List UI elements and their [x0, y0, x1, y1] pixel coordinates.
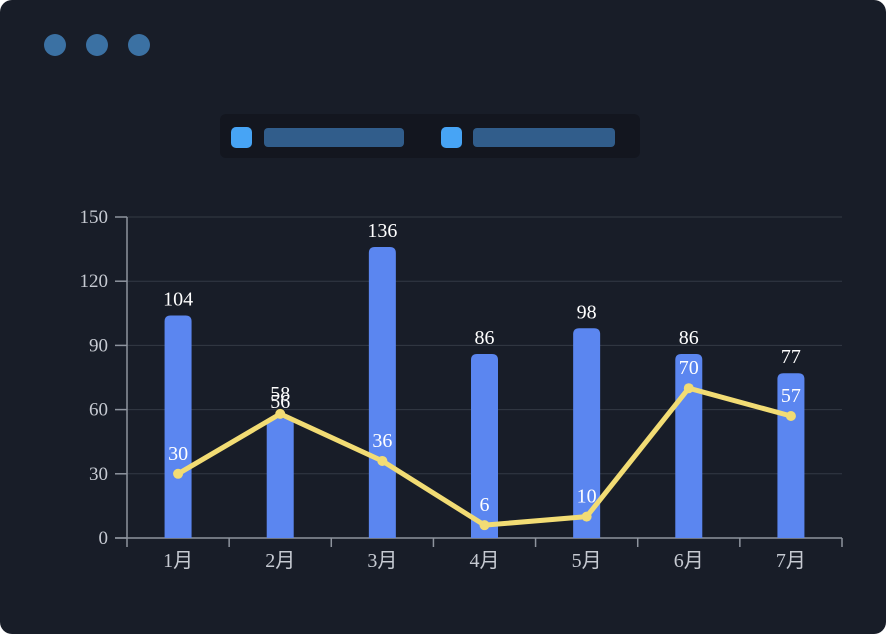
legend-label-line-redacted[interactable]: [473, 128, 615, 147]
line-point-7月: [785, 411, 796, 422]
bar-value-label-3月: 136: [367, 220, 397, 242]
line-point-4月: [479, 520, 490, 531]
y-tick-label-0: 0: [99, 528, 109, 549]
x-axis-label-3月: 3月: [367, 550, 397, 572]
bar-value-label-7月: 77: [781, 346, 801, 368]
window-controls: [44, 34, 150, 56]
bar-value-label-5月: 98: [577, 301, 597, 323]
line-point-3月: [377, 455, 388, 466]
x-axis-label-5月: 5月: [572, 550, 602, 572]
bar-value-label-1月: 104: [163, 288, 193, 310]
x-axis-label-2月: 2月: [265, 550, 295, 572]
line-point-2月: [275, 408, 286, 419]
legend-marker-bar-icon[interactable]: [231, 127, 252, 148]
line-value-label-3月: 36: [372, 430, 392, 452]
legend-label-bar-redacted[interactable]: [264, 128, 404, 147]
x-axis-label-6月: 6月: [674, 550, 704, 572]
legend-marker-line-icon[interactable]: [441, 127, 462, 148]
x-axis-label-4月: 4月: [470, 550, 500, 572]
y-tick-label-60: 60: [89, 400, 108, 421]
line-value-label-1月: 30: [168, 443, 188, 465]
x-axis-label-7月: 7月: [776, 550, 806, 572]
y-tick-label-30: 30: [89, 464, 108, 485]
x-axis-label-1月: 1月: [163, 550, 193, 572]
chart-legend: [220, 114, 640, 158]
bar-1月: [164, 315, 192, 538]
bar-2月: [266, 418, 294, 538]
bar-5月: [573, 328, 601, 538]
y-tick-label-120: 120: [80, 271, 109, 292]
line-point-6月: [683, 383, 694, 394]
y-tick-label-90: 90: [89, 335, 108, 356]
bar-3月: [368, 246, 396, 538]
bar-value-label-6月: 86: [679, 327, 699, 349]
bar-4月: [471, 353, 498, 538]
bar-6月: [675, 353, 703, 538]
window-dot-3-icon[interactable]: [128, 34, 150, 56]
line-point-1月: [173, 468, 184, 479]
line-value-label-2月: 58: [270, 383, 290, 405]
bar-value-label-4月: 86: [475, 327, 495, 349]
bar-value-label-2月: 56: [270, 391, 290, 413]
window-dot-2-icon[interactable]: [86, 34, 108, 56]
line-value-label-6月: 70: [679, 357, 699, 379]
line-value-label-7月: 57: [781, 385, 801, 407]
y-tick-label-150: 150: [80, 207, 109, 228]
window-dot-1-icon[interactable]: [44, 34, 66, 56]
line-value-label-4月: 6: [480, 494, 490, 516]
line-value-label-5月: 10: [577, 486, 597, 508]
line-point-5月: [581, 511, 592, 522]
